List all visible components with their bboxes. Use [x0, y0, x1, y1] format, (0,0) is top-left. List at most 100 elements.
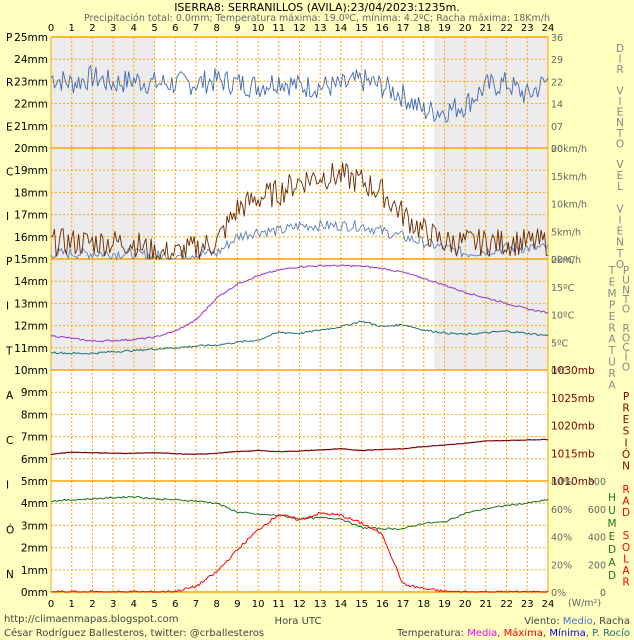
- left-tick-label: 14mm: [14, 276, 48, 288]
- legend-wind: Viento: Medio, Racha: [524, 616, 630, 627]
- left-tick-label: 6mm: [21, 454, 48, 466]
- left-letter: I: [6, 480, 9, 492]
- temperature-vlabel: E: [609, 311, 616, 323]
- chart-title: ISERRA8: SERRANILLOS (AVILA):23/04/2023:…: [174, 1, 460, 14]
- hour-label-top: 8: [213, 23, 219, 34]
- pressure-vlabel: P: [623, 391, 629, 403]
- left-tick-label: 13mm: [14, 298, 48, 310]
- left-tick-label: 8mm: [21, 409, 48, 421]
- wind-speed-vlabel: T: [616, 248, 624, 260]
- wind-speed-vlabel: L: [617, 181, 623, 193]
- solar-tick-label: 800: [588, 477, 606, 488]
- solar-vlabel: S: [623, 530, 630, 542]
- hour-label-top: 20: [459, 23, 472, 34]
- night-shade: [434, 37, 548, 148]
- right-tick-label: 1015mb: [551, 448, 595, 460]
- hour-label-top: 5: [151, 23, 157, 34]
- right-tick-label: 1020mb: [551, 421, 595, 433]
- hour-label-bottom: 16: [376, 599, 389, 610]
- x-axis-label: Hora UTC: [275, 616, 322, 627]
- dewpoint-vlabel: C: [622, 342, 629, 354]
- hour-label-bottom: 11: [272, 599, 285, 610]
- right-tick-label: 0km/h: [551, 255, 581, 266]
- left-tick-label: 24mm: [14, 54, 48, 66]
- hour-label-bottom: 7: [193, 599, 199, 610]
- wind-gust-line: [50, 162, 548, 261]
- wind-dir-vlabel: V: [616, 85, 624, 97]
- right-tick-label: 07: [551, 122, 563, 133]
- hour-label-top: 14: [335, 23, 348, 34]
- left-tick-label: 12mm: [14, 321, 48, 333]
- right-tick-label: 1030mb: [551, 365, 595, 377]
- right-tick-label: 36: [551, 33, 563, 44]
- hour-label-top: 1: [69, 23, 75, 34]
- dewpoint-vlabel: O: [622, 304, 630, 316]
- temperature-vlabel: M: [607, 288, 616, 300]
- wind-dir-vlabel: N: [616, 117, 624, 129]
- night-shade: [51, 37, 155, 148]
- pressure-vlabel: N: [622, 460, 630, 472]
- footer-link[interactable]: http://climaenmapas.blogspot.com: [4, 614, 179, 625]
- right-tick-label: 15ºC: [551, 283, 575, 294]
- night-shade: [434, 259, 548, 370]
- right-tick-label: 5ºC: [551, 338, 569, 349]
- wind-speed-vlabel: V: [616, 203, 624, 215]
- hour-label-top: 15: [355, 23, 368, 34]
- night-shade: [51, 259, 155, 370]
- footer-author: César Rodríguez Ballesteros, twitter: @c…: [4, 627, 264, 639]
- hour-label-bottom: 9: [234, 599, 240, 610]
- right-tick-label: 5km/h: [551, 227, 581, 238]
- right-tick-label: 15km/h: [551, 172, 587, 183]
- solar-tick-label: 600: [588, 505, 606, 516]
- solar-tick-label: 0: [600, 588, 606, 599]
- hour-label-bottom: 20: [459, 599, 472, 610]
- hour-label-bottom: 2: [89, 599, 95, 610]
- right-tick-label: 10ºC: [551, 311, 575, 322]
- humidity-vlabel: A: [608, 557, 616, 569]
- left-tick-label: 21mm: [14, 121, 48, 133]
- hour-label-bottom: 12: [293, 599, 306, 610]
- solar-vlabel: O: [622, 542, 630, 554]
- hour-label-top: 11: [272, 23, 285, 34]
- pressure-vlabel: Ó: [622, 448, 630, 461]
- hour-label-bottom: 17: [397, 599, 410, 610]
- hour-label-bottom: 24: [542, 599, 555, 610]
- temperature-vlabel: U: [608, 357, 616, 369]
- left-tick-label: 18mm: [14, 187, 48, 199]
- hour-label-top: 13: [314, 23, 327, 34]
- left-tick-label: 22mm: [14, 99, 48, 111]
- temperature-vlabel: R: [608, 368, 615, 380]
- hour-label-bottom: 10: [252, 599, 265, 610]
- left-tick-label: 0mm: [21, 587, 48, 599]
- wind-speed-vlabel: N: [616, 237, 624, 249]
- right-tick-label: 20%: [551, 560, 572, 571]
- solar-vlabel: A: [622, 565, 630, 577]
- wind-dir-vlabel: T: [616, 128, 624, 140]
- wind-dir-vlabel: D: [616, 43, 624, 55]
- dewpoint-vlabel: N: [622, 284, 630, 296]
- wind-dir-vlabel: E: [617, 107, 624, 119]
- right-tick-label: 00: [551, 144, 563, 155]
- hour-label-top: 16: [376, 23, 389, 34]
- hour-label-bottom: 19: [438, 599, 451, 610]
- temperature-vlabel: T: [608, 345, 616, 357]
- dewpoint-vlabel: O: [622, 332, 630, 344]
- right-tick-label: 14: [551, 100, 563, 111]
- hour-label-bottom: 6: [172, 599, 178, 610]
- left-letter: C: [6, 166, 13, 178]
- dewpoint-vlabel: Í: [624, 351, 627, 364]
- dewpoint-vlabel: O: [622, 361, 630, 373]
- pressure-vlabel: E: [623, 414, 630, 426]
- solar-radiation-line: [50, 511, 549, 593]
- left-letter: I: [6, 301, 9, 313]
- left-tick-label: 15mm: [14, 254, 48, 266]
- solar-vlabel: R: [622, 576, 629, 588]
- left-tick-label: 5mm: [21, 476, 48, 488]
- dewpoint-vlabel: R: [622, 323, 629, 335]
- solar-unit-label: (W/m²): [568, 598, 601, 609]
- temperature-vlabel: E: [609, 276, 616, 288]
- right-tick-label: 60%: [551, 505, 572, 516]
- hour-label-top: 23: [521, 23, 534, 34]
- dewpoint-line: [50, 320, 549, 355]
